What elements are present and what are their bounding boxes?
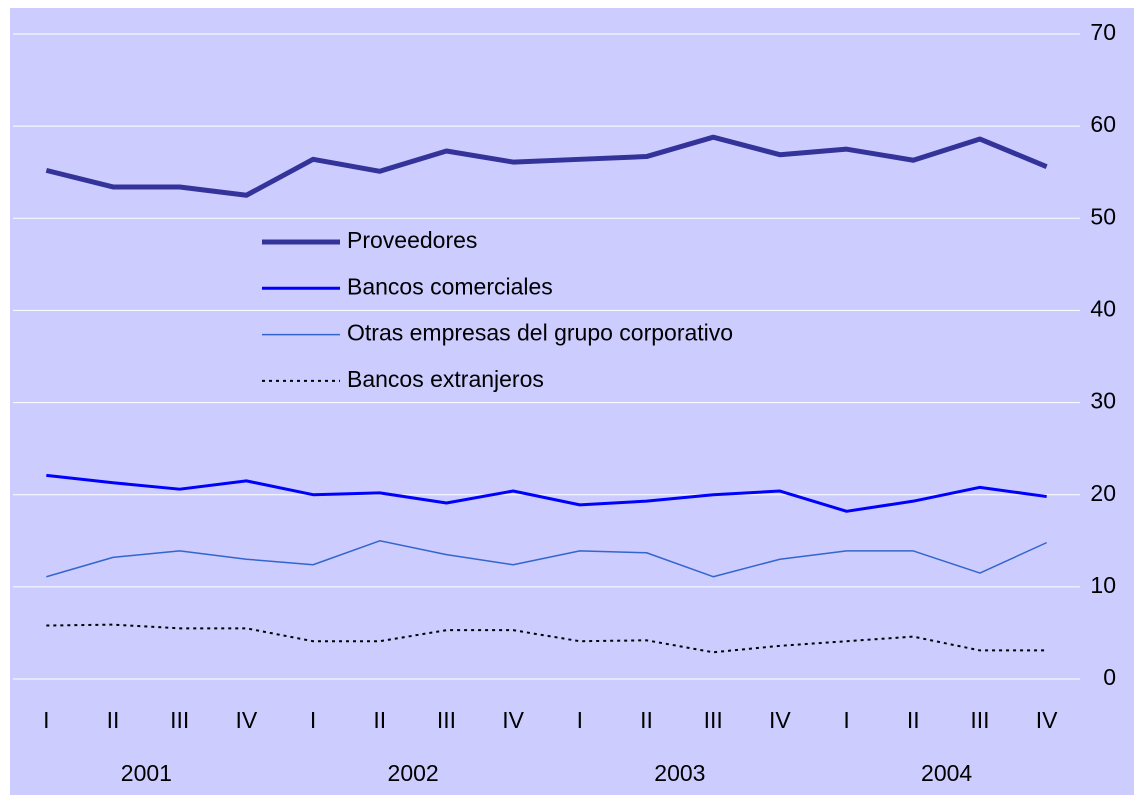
x-tick-label: I [843,707,849,733]
series-line [45,134,1048,198]
year-label: 2001 [121,760,172,786]
year-label: 2004 [921,760,972,786]
x-tick-label: IV [502,707,524,733]
x-tick-label: III [437,707,456,733]
y-tick-label: 30 [1090,388,1116,414]
x-tick-label: IV [769,707,791,733]
x-tick-label: I [310,707,316,733]
series-line [46,473,1047,513]
x-tick-label: II [640,707,653,733]
series-line [46,540,1047,578]
x-tick-label: III [704,707,723,733]
y-tick-label: 60 [1090,111,1116,137]
x-tick-label: III [170,707,189,733]
x-tick-label: III [970,707,989,733]
x-tick-label: IV [1036,707,1058,733]
legend-label: Bancos extranjeros [347,366,544,392]
y-tick-label: 70 [1090,19,1116,45]
y-tick-label: 0 [1103,664,1116,690]
year-label: 2003 [654,760,705,786]
background [10,8,1134,795]
y-tick-label: 20 [1090,480,1116,506]
legend-label: Proveedores [347,227,477,253]
x-tick-label: II [907,707,920,733]
legend-label: Bancos comerciales [347,273,553,299]
y-tick-label: 40 [1090,296,1116,322]
x-tick-label: II [373,707,386,733]
x-tick-label: II [107,707,120,733]
year-label: 2002 [388,760,439,786]
legend-label: Otras empresas del grupo corporativo [347,320,733,346]
x-tick-label: IV [236,707,258,733]
y-tick-label: 10 [1090,572,1116,598]
x-tick-label: I [43,707,49,733]
y-tick-label: 50 [1090,203,1116,229]
x-tick-label: I [577,707,583,733]
